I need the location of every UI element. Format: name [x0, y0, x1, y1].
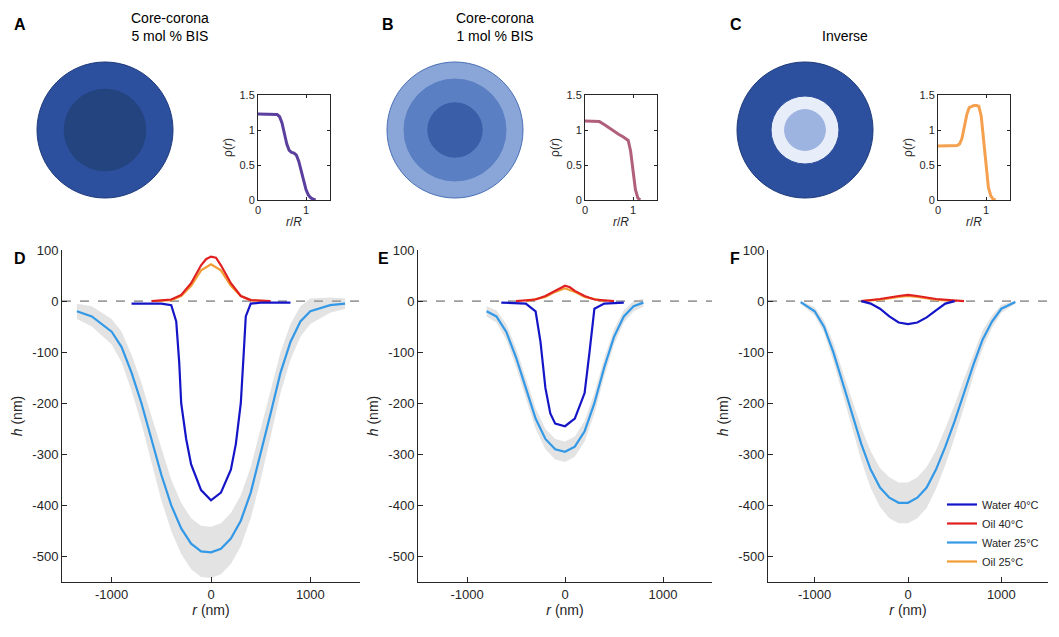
- svg-text:Water 40°C: Water 40°C: [982, 499, 1039, 511]
- svg-text:r/R: r/R: [966, 215, 982, 229]
- svg-text:E: E: [378, 250, 389, 267]
- svg-text:D: D: [14, 250, 26, 267]
- svg-text:0: 0: [904, 587, 911, 602]
- svg-text:0: 0: [561, 587, 568, 602]
- svg-text:-300: -300: [32, 447, 58, 462]
- svg-text:-1000: -1000: [450, 587, 483, 602]
- svg-text:0: 0: [249, 194, 255, 206]
- svg-text:-300: -300: [388, 447, 414, 462]
- svg-text:-500: -500: [32, 549, 58, 564]
- svg-text:A: A: [14, 16, 26, 33]
- svg-text:Core-corona1 mol % BIS: Core-corona1 mol % BIS: [456, 10, 534, 44]
- svg-text:0.5: 0.5: [920, 159, 935, 171]
- svg-text:Core-corona5 mol % BIS: Core-corona5 mol % BIS: [131, 10, 209, 44]
- svg-text:0: 0: [255, 204, 261, 216]
- svg-text:100: 100: [37, 243, 59, 258]
- svg-text:ρ(r): ρ(r): [901, 138, 915, 157]
- svg-text:1.5: 1.5: [920, 89, 935, 101]
- svg-text:h (nm): h (nm): [365, 396, 381, 436]
- svg-text:B: B: [382, 16, 394, 33]
- svg-text:r/R: r/R: [613, 215, 629, 229]
- svg-text:-500: -500: [738, 549, 764, 564]
- svg-text:Oil 25°C: Oil 25°C: [982, 556, 1023, 568]
- svg-text:r (nm): r (nm): [546, 602, 583, 618]
- svg-text:0: 0: [407, 294, 414, 309]
- svg-text:Oil 40°C: Oil 40°C: [982, 518, 1023, 530]
- svg-text:1000: 1000: [296, 587, 325, 602]
- svg-text:0: 0: [207, 587, 214, 602]
- svg-text:1: 1: [303, 204, 309, 216]
- svg-text:1000: 1000: [649, 587, 678, 602]
- svg-text:1000: 1000: [987, 587, 1016, 602]
- svg-text:0: 0: [582, 204, 588, 216]
- svg-text:-200: -200: [738, 396, 764, 411]
- svg-text:-100: -100: [388, 345, 414, 360]
- svg-text:-100: -100: [32, 345, 58, 360]
- svg-text:100: 100: [393, 243, 415, 258]
- svg-text:-1000: -1000: [798, 587, 831, 602]
- svg-text:1: 1: [630, 204, 636, 216]
- svg-text:-500: -500: [388, 549, 414, 564]
- svg-text:-200: -200: [388, 396, 414, 411]
- svg-text:-100: -100: [738, 345, 764, 360]
- svg-text:-1000: -1000: [95, 587, 128, 602]
- svg-text:0: 0: [935, 204, 941, 216]
- svg-text:Water 25°C: Water 25°C: [982, 537, 1039, 549]
- svg-text:1.5: 1.5: [240, 89, 255, 101]
- svg-text:0.5: 0.5: [240, 159, 255, 171]
- svg-text:-300: -300: [738, 447, 764, 462]
- svg-text:ρ(r): ρ(r): [221, 138, 235, 157]
- svg-text:F: F: [730, 250, 740, 267]
- svg-text:r/R: r/R: [286, 215, 302, 229]
- svg-text:0: 0: [576, 194, 582, 206]
- svg-text:1: 1: [249, 124, 255, 136]
- svg-text:h (nm): h (nm): [715, 396, 731, 436]
- svg-text:h (nm): h (nm): [9, 396, 25, 436]
- svg-text:0: 0: [51, 294, 58, 309]
- svg-text:0.5: 0.5: [567, 159, 582, 171]
- svg-text:1: 1: [929, 124, 935, 136]
- svg-text:1: 1: [983, 204, 989, 216]
- svg-text:r (nm): r (nm): [192, 602, 229, 618]
- svg-text:100: 100: [743, 243, 765, 258]
- svg-text:1.5: 1.5: [567, 89, 582, 101]
- svg-text:-200: -200: [32, 396, 58, 411]
- svg-text:C: C: [730, 16, 742, 33]
- svg-text:0: 0: [929, 194, 935, 206]
- svg-text:ρ(r): ρ(r): [548, 138, 562, 157]
- svg-text:-400: -400: [738, 498, 764, 513]
- svg-text:Inverse: Inverse: [822, 28, 868, 44]
- svg-text:0: 0: [757, 294, 764, 309]
- svg-text:1: 1: [576, 124, 582, 136]
- svg-text:-400: -400: [388, 498, 414, 513]
- svg-text:-400: -400: [32, 498, 58, 513]
- svg-text:r (nm): r (nm): [889, 602, 926, 618]
